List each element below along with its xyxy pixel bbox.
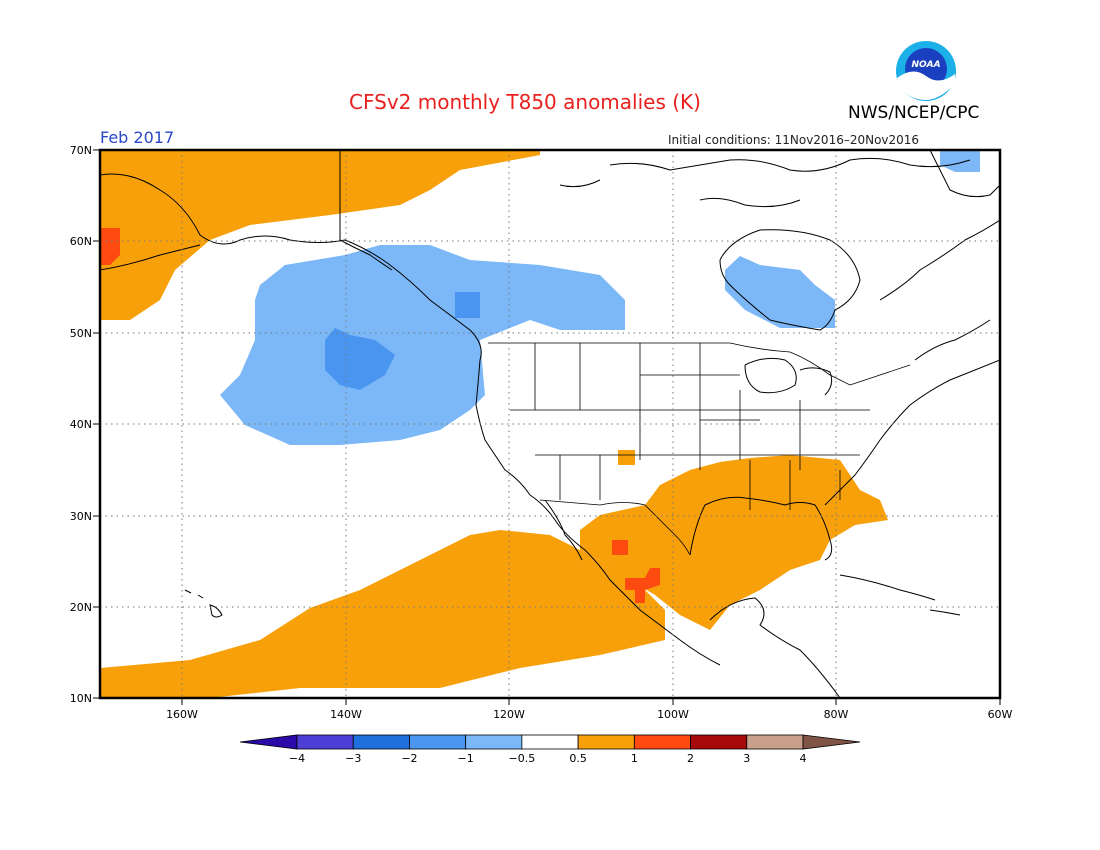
gridlines <box>100 150 1000 698</box>
lat-label: 10N <box>70 692 92 705</box>
lat-label: 70N <box>70 144 92 157</box>
lat-label: 40N <box>70 418 92 431</box>
noaa-logo: NOAA <box>896 41 956 101</box>
agency-label: NWS/NCEP/CPC <box>848 103 980 123</box>
lon-label: 60W <box>988 708 1013 721</box>
lon-label: 120W <box>493 708 525 721</box>
lat-label: 60N <box>70 235 92 248</box>
lon-label: 100W <box>657 708 689 721</box>
logo-text: NOAA <box>911 60 940 70</box>
coastlines <box>100 150 1000 698</box>
lon-label: 140W <box>330 708 362 721</box>
initial-conditions: Initial conditions: 11Nov2016–20Nov2016 <box>668 133 920 147</box>
period-label: Feb 2017 <box>100 128 175 147</box>
lon-label: 160W <box>166 708 198 721</box>
lat-label: 30N <box>70 510 92 523</box>
state-borders <box>488 342 911 556</box>
lat-label: 50N <box>70 327 92 340</box>
anomaly-fields <box>100 150 980 698</box>
lat-label: 20N <box>70 601 92 614</box>
lon-label: 80W <box>824 708 849 721</box>
chart-title: CFSv2 monthly T850 anomalies (K) <box>349 90 701 114</box>
